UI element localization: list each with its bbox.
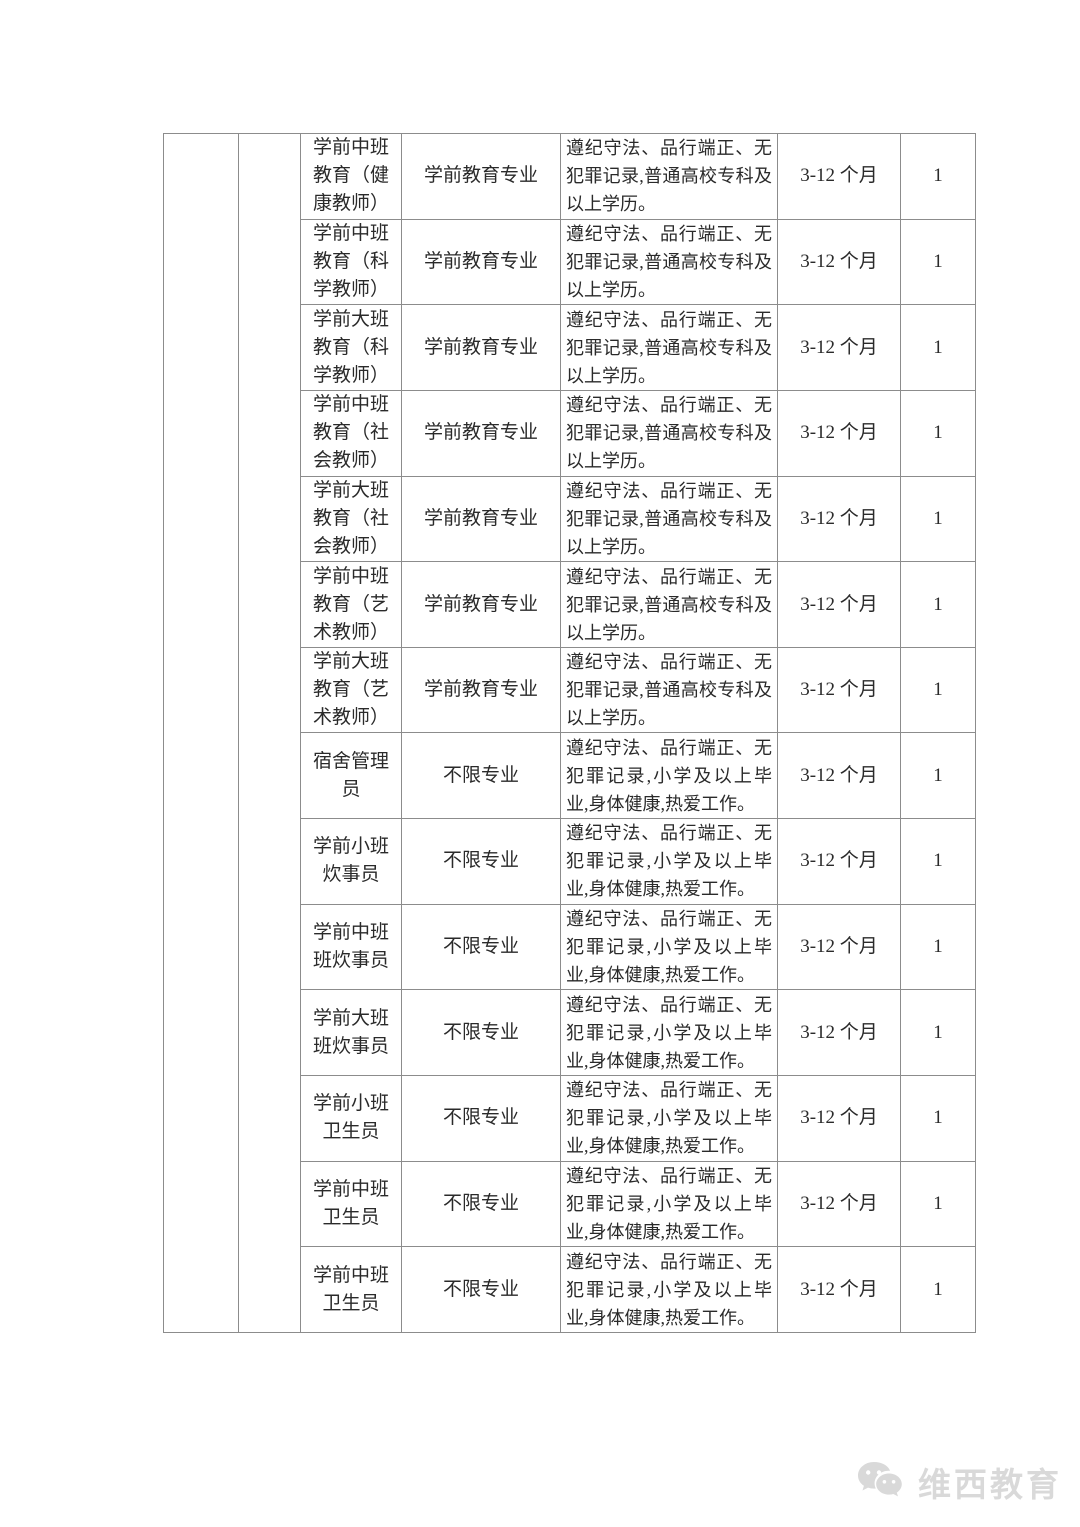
duration-cell: 3-12 个月 bbox=[778, 819, 901, 904]
requirements-cell: 遵纪守法、品行端正、无犯罪记录,普通高校专科及以上学历。 bbox=[561, 390, 778, 476]
position-cell: 学前中班教育（艺术教师） bbox=[301, 562, 402, 647]
position-cell: 宿舍管理员 bbox=[301, 733, 402, 819]
requirements-cell: 遵纪守法、品行端正、无犯罪记录,小学及以上毕业,身体健康,热爱工作。 bbox=[561, 1161, 778, 1247]
duration-cell: 3-12 个月 bbox=[778, 476, 901, 562]
requirements-cell: 遵纪守法、品行端正、无犯罪记录,普通高校专科及以上学历。 bbox=[561, 219, 778, 305]
requirements-cell: 遵纪守法、品行端正、无犯罪记录,普通高校专科及以上学历。 bbox=[561, 305, 778, 390]
merged-empty-cell-second bbox=[239, 134, 301, 1332]
position-cell: 学前中班教育（社会教师） bbox=[301, 390, 402, 476]
position-cell: 学前小班卫生员 bbox=[301, 1076, 402, 1161]
table-row: 学前小班炊事员 不限专业 遵纪守法、品行端正、无犯罪记录,小学及以上毕业,身体健… bbox=[301, 819, 975, 905]
count-cell: 1 bbox=[933, 507, 943, 529]
table-row: 学前中班教育（科学教师） 学前教育专业 遵纪守法、品行端正、无犯罪记录,普通高校… bbox=[301, 219, 975, 306]
watermark-brand: 维西教育 bbox=[856, 1452, 1062, 1512]
table-row: 学前中班教育（艺术教师） 学前教育专业 遵纪守法、品行端正、无犯罪记录,普通高校… bbox=[301, 562, 975, 648]
count-cell: 1 bbox=[933, 679, 943, 701]
duration-cell: 3-12 个月 bbox=[778, 562, 901, 647]
count-cell: 1 bbox=[933, 1107, 943, 1129]
duration-cell: 3-12 个月 bbox=[778, 390, 901, 476]
table-row: 学前大班班炊事员 不限专业 遵纪守法、品行端正、无犯罪记录,小学及以上毕业,身体… bbox=[301, 990, 975, 1077]
major-cell: 不限专业 bbox=[402, 904, 561, 990]
requirements-cell: 遵纪守法、品行端正、无犯罪记录,小学及以上毕业,身体健康,热爱工作。 bbox=[561, 733, 778, 819]
merged-empty-cell-left bbox=[164, 134, 239, 1332]
major-cell: 学前教育专业 bbox=[402, 476, 561, 562]
count-cell: 1 bbox=[933, 1193, 943, 1214]
requirements-cell: 遵纪守法、品行端正、无犯罪记录,小学及以上毕业,身体健康,热爱工作。 bbox=[561, 1247, 778, 1332]
requirements-cell: 遵纪守法、品行端正、无犯罪记录,普通高校专科及以上学历。 bbox=[561, 134, 778, 219]
duration-cell: 3-12 个月 bbox=[778, 904, 901, 990]
position-cell: 学前中班教育（健康教师） bbox=[301, 134, 402, 219]
requirements-cell: 遵纪守法、品行端正、无犯罪记录,小学及以上毕业,身体健康,热爱工作。 bbox=[561, 819, 778, 904]
table-row: 学前小班卫生员 不限专业 遵纪守法、品行端正、无犯罪记录,小学及以上毕业,身体健… bbox=[301, 1076, 975, 1162]
count-cell: 1 bbox=[933, 250, 943, 272]
requirements-cell: 遵纪守法、品行端正、无犯罪记录,普通高校专科及以上学历。 bbox=[561, 476, 778, 562]
duration-cell: 3-12 个月 bbox=[778, 1161, 901, 1247]
position-cell: 学前中班班炊事员 bbox=[301, 904, 402, 990]
requirements-cell: 遵纪守法、品行端正、无犯罪记录,普通高校专科及以上学历。 bbox=[561, 647, 778, 733]
count-cell: 1 bbox=[933, 422, 943, 444]
major-cell: 不限专业 bbox=[402, 733, 561, 819]
major-cell: 学前教育专业 bbox=[402, 647, 561, 733]
table-row: 学前中班卫生员 不限专业 遵纪守法、品行端正、无犯罪记录,小学及以上毕业,身体健… bbox=[301, 1247, 975, 1332]
major-cell: 不限专业 bbox=[402, 1247, 561, 1332]
position-cell: 学前大班教育（社会教师） bbox=[301, 476, 402, 562]
watermark-brand-text: 维西教育 bbox=[918, 1466, 1062, 1503]
major-cell: 学前教育专业 bbox=[402, 305, 561, 390]
requirements-cell: 遵纪守法、品行端正、无犯罪记录,普通高校专科及以上学历。 bbox=[561, 562, 778, 647]
table-row: 学前中班教育（社会教师） 学前教育专业 遵纪守法、品行端正、无犯罪记录,普通高校… bbox=[301, 390, 975, 477]
major-cell: 不限专业 bbox=[402, 1161, 561, 1247]
table-row: 学前中班教育（健康教师） 学前教育专业 遵纪守法、品行端正、无犯罪记录,普通高校… bbox=[301, 134, 975, 220]
duration-cell: 3-12 个月 bbox=[778, 647, 901, 733]
duration-cell: 3-12 个月 bbox=[778, 134, 901, 219]
recruitment-table: 学前中班教育（健康教师） 学前教育专业 遵纪守法、品行端正、无犯罪记录,普通高校… bbox=[163, 133, 976, 1333]
major-cell: 学前教育专业 bbox=[402, 134, 561, 219]
major-cell: 学前教育专业 bbox=[402, 562, 561, 647]
table-row: 学前中班班炊事员 不限专业 遵纪守法、品行端正、无犯罪记录,小学及以上毕业,身体… bbox=[301, 904, 975, 991]
count-cell: 1 bbox=[933, 336, 943, 358]
table-row: 学前大班教育（艺术教师） 学前教育专业 遵纪守法、品行端正、无犯罪记录,普通高校… bbox=[301, 647, 975, 734]
major-cell: 学前教育专业 bbox=[402, 390, 561, 476]
wechat-icon bbox=[856, 1460, 908, 1504]
count-cell: 1 bbox=[933, 165, 943, 187]
table-row: 学前大班教育（科学教师） 学前教育专业 遵纪守法、品行端正、无犯罪记录,普通高校… bbox=[301, 305, 975, 391]
position-cell: 学前中班教育（科学教师） bbox=[301, 219, 402, 305]
count-cell: 1 bbox=[933, 593, 943, 615]
major-cell: 不限专业 bbox=[402, 990, 561, 1076]
duration-cell: 3-12 个月 bbox=[778, 1076, 901, 1161]
requirements-cell: 遵纪守法、品行端正、无犯罪记录,小学及以上毕业,身体健康,热爱工作。 bbox=[561, 990, 778, 1076]
table-row: 学前中班卫生员 不限专业 遵纪守法、品行端正、无犯罪记录,小学及以上毕业,身体健… bbox=[301, 1161, 975, 1248]
position-cell: 学前中班卫生员 bbox=[301, 1161, 402, 1247]
table-row: 宿舍管理员 不限专业 遵纪守法、品行端正、无犯罪记录,小学及以上毕业,身体健康,… bbox=[301, 733, 975, 820]
position-cell: 学前小班炊事员 bbox=[301, 819, 402, 904]
requirements-cell: 遵纪守法、品行端正、无犯罪记录,小学及以上毕业,身体健康,热爱工作。 bbox=[561, 904, 778, 990]
position-cell: 学前中班卫生员 bbox=[301, 1247, 402, 1332]
table-row: 学前大班教育（社会教师） 学前教育专业 遵纪守法、品行端正、无犯罪记录,普通高校… bbox=[301, 476, 975, 563]
count-cell: 1 bbox=[933, 936, 943, 958]
position-cell: 学前大班班炊事员 bbox=[301, 990, 402, 1076]
position-cell: 学前大班教育（科学教师） bbox=[301, 305, 402, 390]
count-cell: 1 bbox=[933, 1021, 943, 1043]
position-cell: 学前大班教育（艺术教师） bbox=[301, 647, 402, 733]
major-cell: 不限专业 bbox=[402, 1076, 561, 1161]
table-rows: 学前中班教育（健康教师） 学前教育专业 遵纪守法、品行端正、无犯罪记录,普通高校… bbox=[301, 134, 975, 1332]
duration-cell: 3-12 个月 bbox=[778, 305, 901, 390]
count-cell: 1 bbox=[933, 850, 943, 872]
duration-cell: 3-12 个月 bbox=[778, 733, 901, 819]
major-cell: 学前教育专业 bbox=[402, 219, 561, 305]
requirements-cell: 遵纪守法、品行端正、无犯罪记录,小学及以上毕业,身体健康,热爱工作。 bbox=[561, 1076, 778, 1161]
major-cell: 不限专业 bbox=[402, 819, 561, 904]
count-cell: 1 bbox=[933, 764, 943, 786]
duration-cell: 3-12 个月 bbox=[778, 219, 901, 305]
duration-cell: 3-12 个月 bbox=[778, 990, 901, 1076]
duration-cell: 3-12 个月 bbox=[778, 1247, 901, 1332]
count-cell: 1 bbox=[933, 1278, 943, 1300]
